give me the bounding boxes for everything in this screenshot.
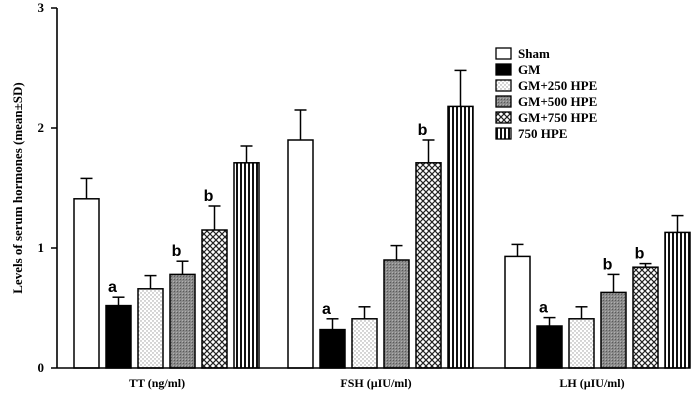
bar-sham [504, 255, 531, 369]
y-tick-label: 2 [38, 120, 45, 135]
legend-swatch [495, 79, 512, 92]
significance-letter: a [322, 301, 331, 318]
legend-swatch [495, 47, 512, 60]
bar-gm-250-hpe [568, 318, 595, 369]
bar-sham [73, 198, 100, 369]
bar-gm-500-hpe [169, 273, 196, 369]
legend-label: GM+250 HPE [518, 78, 597, 93]
legend-label: GM+750 HPE [518, 110, 597, 125]
bar-gm-750-hpe [415, 162, 442, 369]
significance-letter: b [418, 122, 428, 139]
bar-gm-750-hpe [632, 266, 659, 369]
bar-gm-500-hpe [600, 291, 627, 369]
bar-gm [105, 304, 132, 369]
bar-gm-250-hpe [351, 318, 378, 369]
x-category-label: LH (µIU/ml) [559, 376, 624, 390]
significance-letter: a [108, 279, 117, 296]
bar-gm-500-hpe [383, 259, 410, 369]
significance-letter: a [539, 300, 548, 317]
legend-label: 750 HPE [518, 126, 567, 141]
bar-gm [536, 325, 563, 369]
x-category-label: FSH (µIU/ml) [340, 376, 411, 390]
x-category-label: TT (ng/ml) [129, 376, 185, 390]
bar-750-hpe [664, 231, 691, 369]
significance-letter: b [172, 243, 182, 260]
significance-letter: b [204, 188, 214, 205]
legend-label: Sham [518, 46, 550, 61]
legend-swatch [495, 127, 512, 140]
legend-swatch [495, 63, 512, 76]
bar-gm [319, 328, 346, 369]
bar-750-hpe [233, 162, 260, 369]
y-tick-label: 3 [38, 0, 45, 15]
y-tick-label: 1 [38, 240, 45, 255]
legend-label: GM [518, 62, 540, 77]
bar-gm-250-hpe [137, 288, 164, 369]
y-tick-label: 0 [38, 360, 45, 375]
significance-letter: b [635, 246, 645, 263]
legend-swatch [495, 95, 512, 108]
bar-sham [287, 139, 314, 369]
legend-swatch [495, 111, 512, 124]
significance-letter: b [603, 256, 613, 273]
y-axis-label: Levels of serum hormones (mean±SD) [10, 82, 25, 294]
bar-gm-750-hpe [201, 229, 228, 369]
legend-label: GM+500 HPE [518, 94, 597, 109]
bar-750-hpe [447, 105, 474, 369]
